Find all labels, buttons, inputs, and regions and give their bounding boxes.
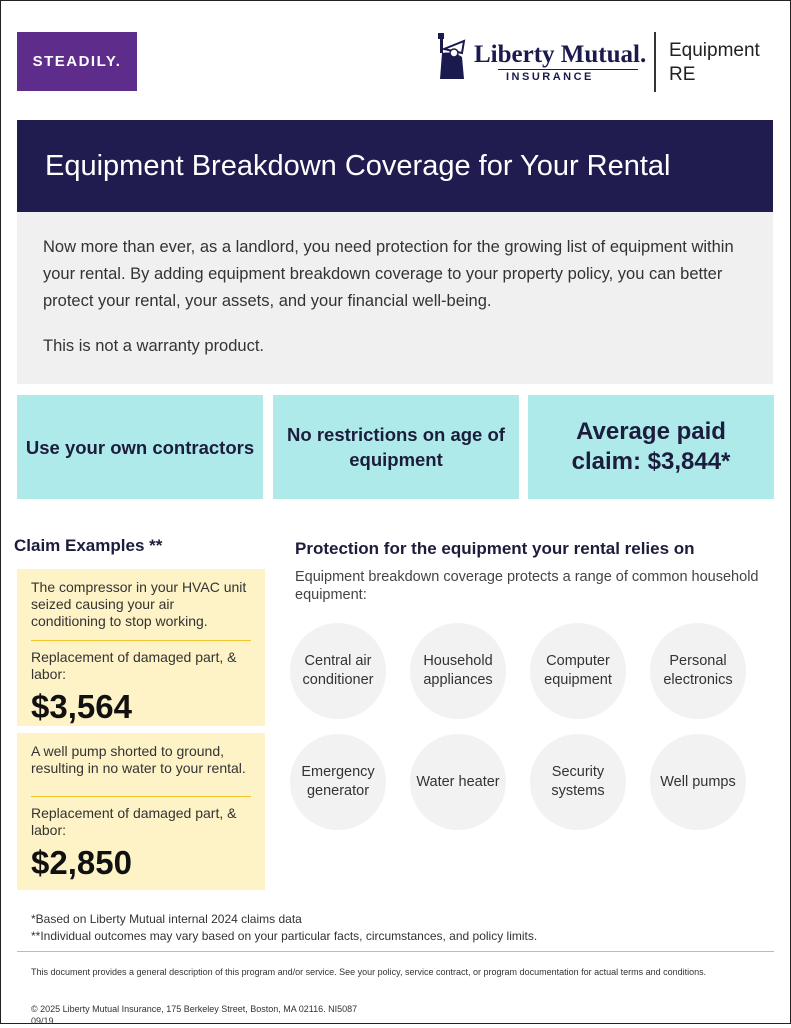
page-title: Equipment Breakdown Coverage for Your Re…	[17, 120, 773, 212]
equipment-item: Emergency generator	[290, 734, 386, 830]
product-line1: Equipment	[669, 40, 760, 61]
equipment-item: Personal electronics	[650, 623, 746, 719]
claim-examples-heading: Claim Examples **	[14, 536, 163, 555]
claim-description: A well pump shorted to ground, resulting…	[31, 743, 246, 776]
liberty-mutual-wordmark: Liberty Mutual.	[474, 41, 647, 68]
equipment-item: Security systems	[530, 734, 626, 830]
legal-disclaimer: This document provides a general descrip…	[31, 967, 707, 977]
logo-underline	[498, 69, 638, 70]
claim-description: The compressor in your HVAC unit seized …	[31, 579, 247, 629]
feature-own-contractors: Use your own contractors	[17, 395, 263, 499]
intro-box: Now more than ever, as a landlord, you n…	[17, 212, 773, 384]
equipment-item: Household appliances	[410, 623, 506, 719]
steadily-logo: STEADILY.	[17, 32, 137, 91]
date-code: 09/19	[31, 1016, 54, 1026]
footnote-outcomes: **Individual outcomes may vary based on …	[31, 929, 538, 943]
equipment-item: Central air conditioner	[290, 623, 386, 719]
claim-example-well-pump: A well pump shorted to ground, resulting…	[17, 733, 265, 890]
protection-heading: Protection for the equipment your rental…	[295, 539, 695, 558]
footnote-claims-data: *Based on Liberty Mutual internal 2024 c…	[31, 912, 302, 926]
claim-separator	[31, 640, 251, 641]
feature-average-claim: Average paid claim: $3,844*	[528, 395, 774, 499]
liberty-mutual-logo: Liberty Mutual. INSURANCE	[434, 31, 647, 89]
product-line2: RE	[669, 64, 696, 85]
product-name: Equipment RE	[669, 39, 760, 87]
claim-example-hvac: The compressor in your HVAC unit seized …	[17, 569, 265, 726]
feature-no-age-restrictions: No restrictions on age of equipment	[273, 395, 519, 499]
logo-divider	[654, 32, 656, 92]
intro-paragraph: Now more than ever, as a landlord, you n…	[43, 238, 734, 310]
insurance-wordmark: INSURANCE	[506, 71, 594, 83]
equipment-item: Well pumps	[650, 734, 746, 830]
footer-divider	[17, 951, 774, 952]
claim-amount: $3,564	[31, 688, 132, 725]
copyright: © 2025 Liberty Mutual Insurance, 175 Ber…	[31, 1004, 358, 1014]
equipment-item: Water heater	[410, 734, 506, 830]
claim-separator	[31, 796, 251, 797]
claim-amount: $2,850	[31, 844, 132, 881]
protection-description: Equipment breakdown coverage protects a …	[295, 569, 759, 603]
claim-label: Replacement of damaged part, & labor:	[31, 649, 237, 682]
claim-label: Replacement of damaged part, & labor:	[31, 805, 237, 838]
equipment-item: Computer equipment	[530, 623, 626, 719]
statue-of-liberty-icon	[438, 33, 466, 79]
warranty-note: This is not a warranty product.	[43, 337, 265, 355]
